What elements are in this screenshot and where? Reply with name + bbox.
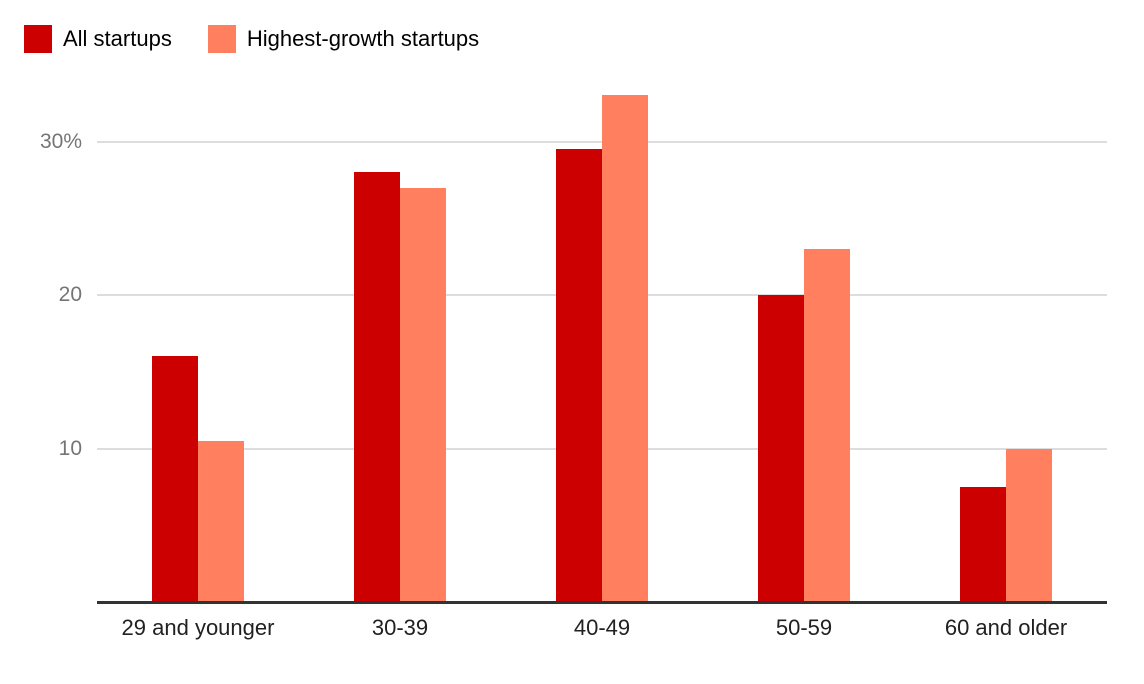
bar-highest-growth-startups-1 [198, 440, 244, 602]
bar-all-startups-3 [556, 149, 602, 602]
x-axis-label-1: 29 and younger [121, 615, 275, 640]
x-axis-label-5: 60 and older [944, 615, 1068, 640]
legend-label-highest-growth-startups: Highest-growth startups [246, 26, 480, 51]
bar-all-startups-2 [354, 172, 400, 602]
x-axis-label-4: 50-59 [775, 615, 833, 640]
bar-all-startups-4 [758, 295, 804, 602]
legend-item-all-startups: All startups [24, 25, 172, 53]
legend-item-highest-growth-startups: Highest-growth startups [207, 25, 480, 53]
legend: All startups Highest-growth startups [24, 25, 479, 53]
x-axis-label-3: 40-49 [573, 615, 631, 640]
y-tick-label-30: 30% [39, 129, 82, 153]
legend-swatch-highest-growth-startups [207, 25, 236, 53]
x-axis-label-2: 30-39 [371, 615, 429, 640]
x-axis-line [97, 601, 1107, 604]
bar-highest-growth-startups-4 [804, 248, 850, 602]
y-tick-label-10: 10 [58, 436, 82, 460]
legend-label-all-startups: All startups [63, 26, 172, 51]
y-tick-label-20: 20 [58, 283, 82, 306]
bar-highest-growth-startups-2 [400, 187, 446, 602]
bar-highest-growth-startups-3 [602, 95, 648, 602]
bar-all-startups-5 [960, 486, 1006, 602]
legend-swatch-all-startups [24, 25, 52, 53]
bar-highest-growth-startups-5 [1006, 448, 1052, 602]
bar-all-startups-1 [152, 356, 198, 602]
